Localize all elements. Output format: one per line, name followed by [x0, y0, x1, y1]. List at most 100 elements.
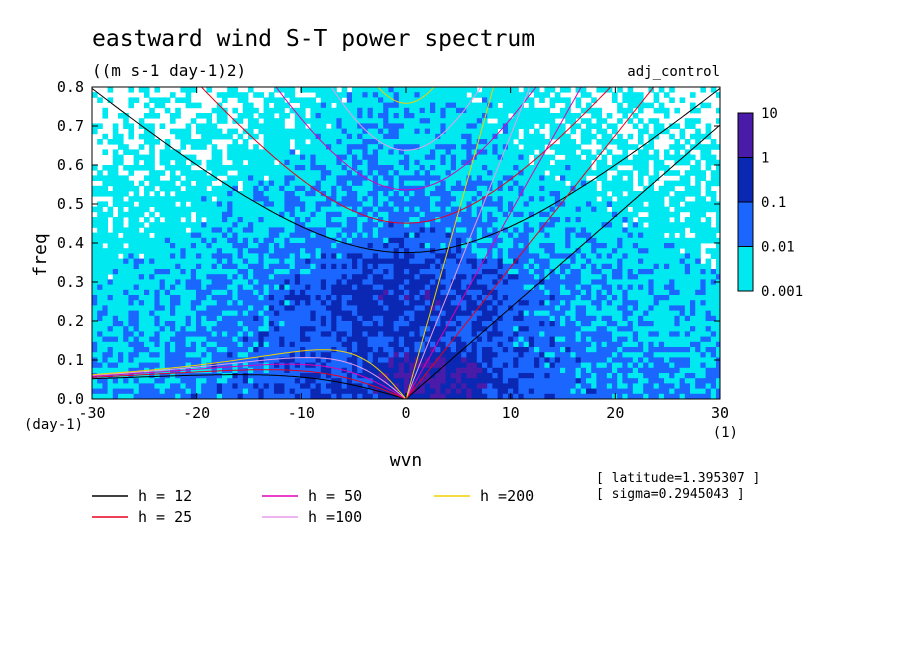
- power-cell: [497, 87, 504, 93]
- power-cell: [544, 113, 550, 119]
- power-cell: [669, 269, 675, 275]
- power-cell: [695, 300, 701, 306]
- power-cell: [279, 289, 285, 296]
- power-cell: [315, 107, 322, 114]
- power-cell: [643, 253, 649, 259]
- power-cell: [227, 222, 233, 228]
- power-cell: [492, 263, 498, 270]
- power-cell: [554, 206, 561, 213]
- power-cell: [482, 92, 488, 98]
- power-cell: [398, 149, 405, 155]
- power-cell: [388, 139, 394, 145]
- power-cell: [398, 321, 405, 327]
- power-cell: [612, 154, 618, 161]
- power-cell: [346, 274, 353, 280]
- power-cell: [263, 248, 270, 254]
- power-cell: [242, 211, 249, 218]
- power-cell: [534, 118, 540, 124]
- power-cell: [279, 310, 285, 317]
- power-cell: [612, 269, 618, 275]
- power-cell: [445, 279, 452, 285]
- power-cell: [461, 102, 467, 109]
- power-cell: [450, 321, 457, 327]
- power-cell: [284, 326, 290, 332]
- power-cell: [274, 165, 280, 171]
- power-cell: [263, 331, 270, 337]
- power-cell: [622, 300, 628, 306]
- power-cell: [378, 232, 384, 239]
- power-cell: [268, 165, 275, 171]
- power-cell: [289, 315, 296, 322]
- power-cell: [294, 170, 301, 176]
- power-cell: [237, 232, 244, 239]
- power-cell: [284, 191, 290, 197]
- power-cell: [466, 185, 472, 192]
- power-cell: [575, 201, 582, 207]
- power-cell: [170, 279, 176, 285]
- power-cell: [679, 227, 686, 233]
- power-cell: [180, 315, 186, 322]
- power-cell: [185, 237, 192, 244]
- power-cell: [206, 113, 212, 119]
- power-cell: [497, 159, 504, 166]
- power-cell: [258, 263, 264, 270]
- power-cell: [336, 222, 342, 228]
- power-cell: [159, 206, 166, 213]
- power-cell: [404, 263, 410, 270]
- power-cell: [227, 185, 233, 192]
- power-cell: [305, 321, 311, 327]
- power-cell: [268, 201, 275, 207]
- power-cell: [372, 310, 379, 317]
- power-cell: [97, 201, 103, 207]
- power-cell: [476, 170, 483, 176]
- power-cell: [471, 92, 478, 98]
- power-cell: [305, 133, 311, 140]
- power-cell: [617, 253, 623, 259]
- power-cell: [679, 253, 686, 259]
- power-cell: [331, 107, 337, 114]
- power-cell: [336, 295, 342, 301]
- power-cell: [320, 165, 327, 171]
- power-cell: [523, 180, 530, 187]
- power-cell: [461, 243, 467, 249]
- power-cell: [404, 191, 410, 197]
- power-cell: [253, 331, 259, 337]
- power-cell: [518, 139, 524, 145]
- power-cell: [123, 263, 129, 270]
- power-cell: [622, 263, 628, 270]
- power-cell: [341, 237, 348, 244]
- power-cell: [502, 196, 509, 202]
- power-cell: [149, 144, 155, 150]
- power-cell: [419, 165, 426, 171]
- power-cell: [565, 149, 571, 155]
- power-cell: [482, 222, 488, 228]
- power-cell: [107, 321, 114, 327]
- power-cell: [560, 191, 566, 197]
- power-cell: [346, 97, 353, 103]
- power-cell: [539, 248, 545, 254]
- power-cell: [216, 289, 223, 296]
- power-cell: [570, 206, 576, 213]
- power-cell: [560, 185, 566, 192]
- power-cell: [648, 102, 654, 109]
- power-cell: [445, 170, 452, 176]
- power-cell: [471, 144, 478, 150]
- power-cell: [289, 232, 296, 239]
- power-cell: [154, 201, 160, 207]
- power-cell: [279, 274, 285, 280]
- power-cell: [648, 133, 654, 140]
- power-cell: [549, 180, 556, 187]
- power-cell: [185, 295, 192, 301]
- power-cell: [627, 227, 634, 233]
- power-cell: [419, 258, 426, 265]
- power-cell: [242, 326, 249, 332]
- power-cell: [170, 211, 176, 218]
- power-cell: [289, 154, 296, 161]
- power-cell: [175, 154, 181, 161]
- power-cell: [248, 102, 254, 109]
- power-cell: [393, 139, 400, 145]
- power-cell: [352, 87, 358, 93]
- power-cell: [352, 289, 358, 296]
- power-cell: [170, 128, 176, 135]
- power-cell: [310, 149, 316, 155]
